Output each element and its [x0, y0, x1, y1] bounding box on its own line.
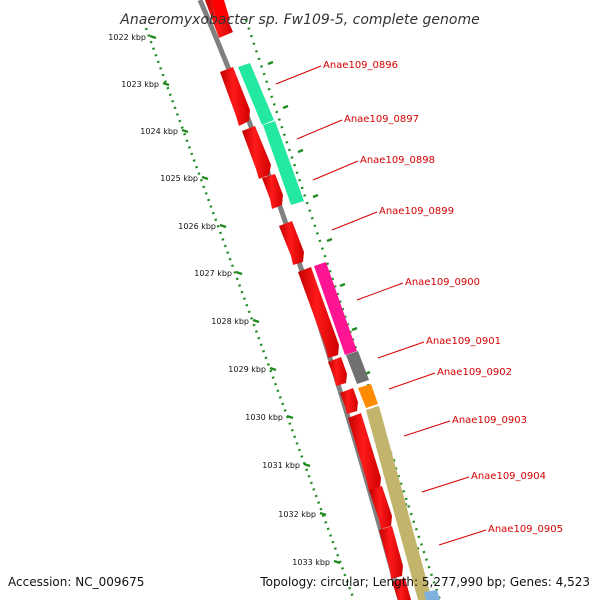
gene-label-group: Anae109_0896 Anae109_0897 Anae109_0898 Anae…: [275, 60, 563, 546]
gene-leader-line: [356, 282, 404, 301]
gene-leader-line: [296, 119, 343, 140]
gene-leader-line: [331, 211, 378, 231]
cog-ring: [238, 63, 440, 600]
kbp-scale-label: 1029 kbp: [228, 365, 266, 374]
kbp-major-tick: [319, 511, 327, 517]
kbp-scale-label: 1023 kbp: [121, 80, 159, 89]
kbp-label-group: 1022 kbp 1023 kbp 1024 kbp 1025 kbp 1026 kbp…: [108, 33, 330, 567]
gene-label[interactable]: Anae109_0896: [323, 60, 398, 71]
map-title: Anaeromyxobacter sp. Fw109-5, complete g…: [119, 12, 479, 28]
inner-major-tick: [297, 148, 304, 154]
kbp-major-tick: [201, 175, 209, 181]
cds-arrow: [348, 413, 381, 491]
gene-label[interactable]: Anae109_0902: [437, 367, 512, 378]
kbp-major-tick: [181, 128, 189, 134]
inner-major-tick: [267, 60, 274, 66]
gene-leader-line: [275, 65, 322, 85]
gene-label[interactable]: Anae109_0898: [360, 155, 435, 166]
cds-arrow: [369, 486, 392, 529]
cds-arrow: [328, 357, 347, 386]
cds-arrow: [298, 267, 339, 358]
gene-leader-line: [377, 341, 425, 359]
inner-major-tick: [339, 282, 346, 288]
cds-arrow: [379, 526, 403, 579]
cds-arrow: [279, 221, 304, 265]
gene-label[interactable]: Anae109_0901: [426, 336, 501, 347]
kbp-scale-label: 1022 kbp: [108, 33, 146, 42]
kbp-major-tick: [149, 34, 157, 40]
cds-arrow: [340, 388, 358, 414]
gene-label[interactable]: Anae109_0897: [344, 114, 419, 125]
gene-label[interactable]: Anae109_0905: [488, 524, 563, 535]
gene-label[interactable]: Anae109_0903: [452, 415, 527, 426]
cds-arrow: [242, 126, 271, 179]
cog-block-green-2: [263, 121, 304, 205]
cog-block-khaki: [366, 406, 432, 600]
kbp-scale-label: 1027 kbp: [194, 269, 232, 278]
cog-block-green-1: [238, 63, 274, 125]
inner-scale-dots: [244, 19, 442, 600]
kbp-major-tick: [235, 270, 243, 276]
inner-major-tick: [326, 237, 333, 243]
genome-summary-text: Topology: circular; Length: 5,277,990 bp…: [259, 575, 590, 589]
kbp-scale-label: 1024 kbp: [140, 127, 178, 136]
kbp-scale-label: 1032 kbp: [278, 510, 316, 519]
gene-leader-line: [388, 372, 436, 390]
kbp-major-tick: [333, 559, 341, 565]
cds-arrow: [392, 578, 411, 600]
kbp-major-tick: [286, 414, 294, 420]
kbp-major-tick: [303, 462, 311, 468]
kbp-scale-label: 1025 kbp: [160, 174, 198, 183]
gene-leader-line: [438, 529, 487, 546]
kbp-major-tick: [269, 366, 277, 372]
kbp-scale-label: 1030 kbp: [245, 413, 283, 422]
kbp-major-tick: [162, 81, 170, 87]
accession-text: Accession: NC_009675: [8, 575, 144, 589]
cog-block-magenta: [314, 262, 357, 355]
kbp-tick-group: [149, 34, 341, 565]
gene-leader-line: [312, 160, 359, 181]
gene-label[interactable]: Anae109_0899: [379, 206, 454, 217]
cog-block-blue: [424, 590, 440, 600]
kbp-scale-label: 1026 kbp: [178, 222, 216, 231]
inner-major-tick: [351, 326, 358, 332]
inner-major-tick: [312, 193, 319, 199]
inner-major-tick: [282, 104, 289, 110]
genome-backbone: [197, 0, 403, 600]
cds-ring: [205, 0, 411, 600]
gene-leader-line: [403, 420, 451, 437]
cds-arrow: [262, 174, 283, 209]
gene-label[interactable]: Anae109_0900: [405, 277, 480, 288]
cds-arrow: [212, 0, 230, 24]
kbp-major-tick: [219, 223, 227, 229]
gene-leader-line: [421, 476, 470, 493]
kbp-scale-label: 1031 kbp: [262, 461, 300, 470]
cds-arrow: [220, 67, 250, 126]
kbp-major-tick: [252, 318, 260, 324]
cog-block-gray: [346, 351, 369, 384]
cog-block-orange: [358, 384, 378, 408]
gene-label[interactable]: Anae109_0904: [471, 471, 546, 482]
kbp-scale-label: 1028 kbp: [211, 317, 249, 326]
kbp-scale-label: 1033 kbp: [292, 558, 330, 567]
